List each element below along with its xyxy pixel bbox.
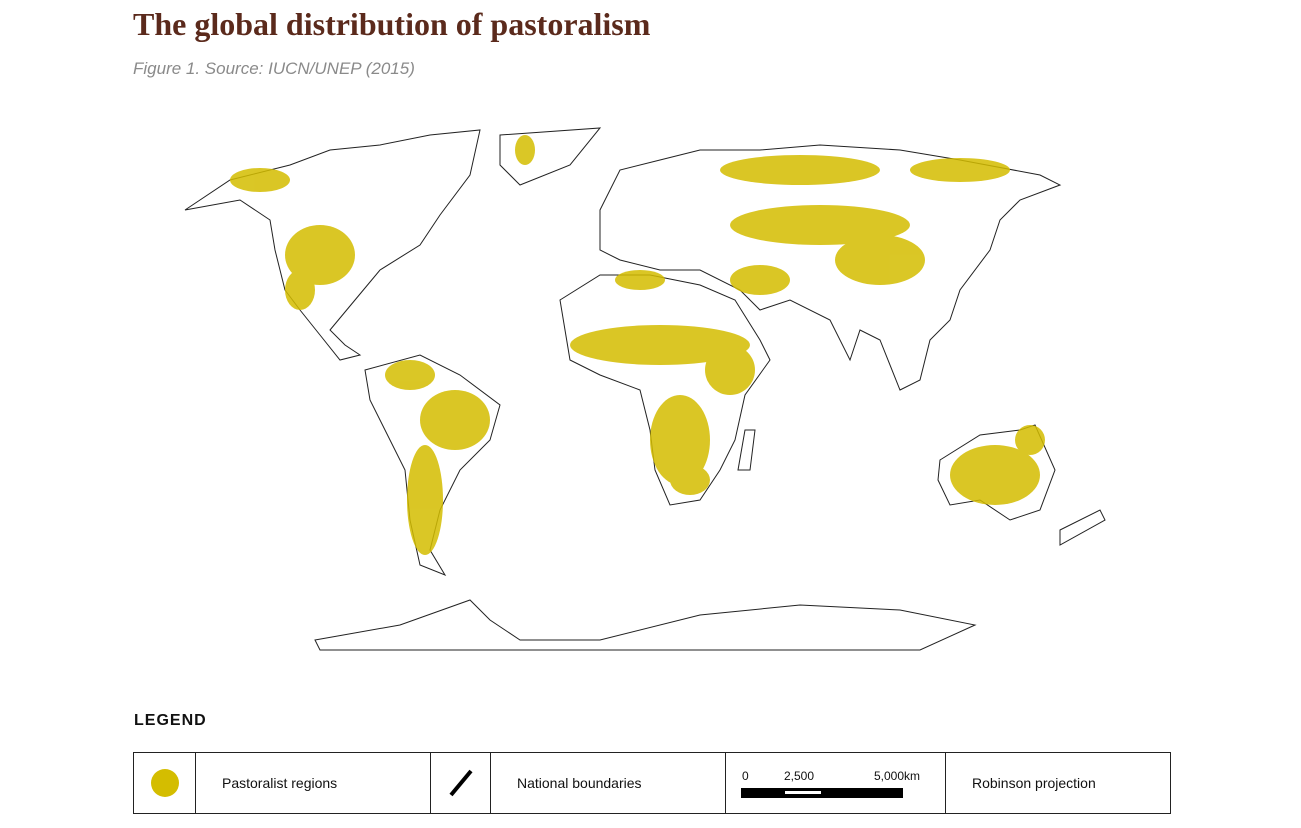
- legend-item: National boundaries: [491, 753, 726, 813]
- scale-graphic: [741, 788, 903, 798]
- scale-label: 2,500: [784, 769, 815, 783]
- scale-label: 0: [742, 769, 749, 783]
- greenland: [499, 127, 602, 186]
- subtitle: Figure 1. Source: IUCN/UNEP (2015): [133, 59, 415, 78]
- scale-bar: 0 2,500 5,000km: [726, 753, 946, 813]
- new-zealand: [1059, 509, 1106, 546]
- world-map: [184, 127, 1106, 651]
- land: [184, 127, 1106, 651]
- scale-label: 5,000km: [874, 769, 921, 783]
- legend-swatch: [431, 753, 491, 813]
- antarctica: [314, 599, 977, 651]
- legend: Pastoralist regions National boundaries …: [133, 752, 1171, 814]
- boundary-icon: [448, 769, 473, 797]
- madagascar: [737, 429, 756, 471]
- projection: Robinson projection: [972, 775, 1096, 791]
- legend-swatch: [134, 753, 196, 813]
- title: The global distribution of pastoralism: [133, 6, 651, 42]
- legend-item: Pastoralist regions: [196, 753, 431, 813]
- swatch-icon: [150, 769, 179, 797]
- legend-heading: LEGEND: [134, 712, 207, 729]
- pastoralist-regions: [230, 135, 1045, 555]
